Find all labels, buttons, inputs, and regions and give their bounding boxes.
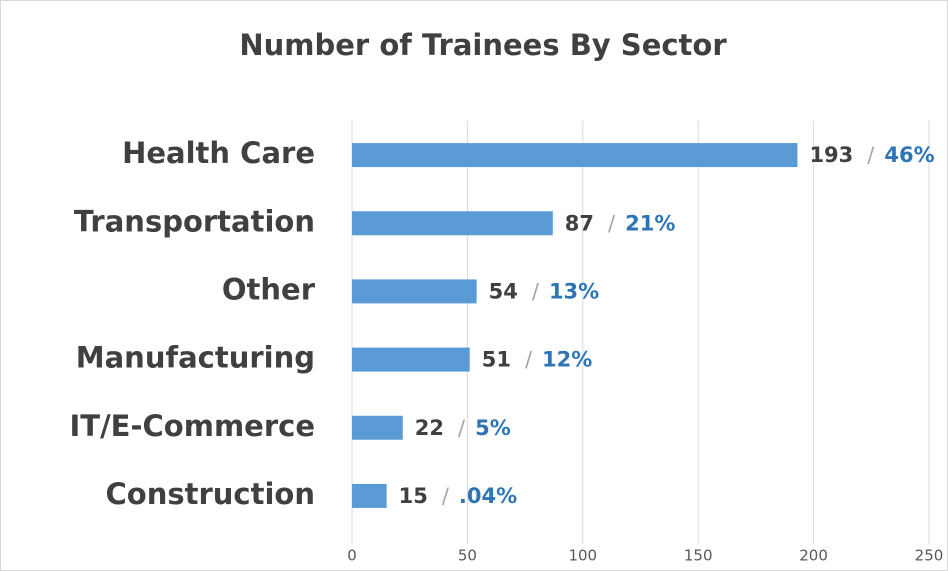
share-label: 5% — [475, 416, 511, 440]
share-label: 46% — [884, 143, 934, 167]
x-tick-label: 250 — [915, 547, 944, 565]
y-tick-label: IT/E-Commerce — [70, 409, 315, 443]
value-label: 51 — [482, 348, 511, 372]
x-tick-label: 100 — [568, 547, 597, 565]
separator: / — [525, 348, 533, 372]
data-label: 87 / 21% — [565, 211, 676, 235]
bar — [352, 483, 387, 508]
bar — [352, 279, 477, 304]
data-label: 22 / 5% — [415, 416, 511, 440]
y-tick-label: Health Care — [122, 136, 315, 170]
bar — [352, 143, 798, 168]
x-tick-label: 0 — [347, 547, 357, 565]
share-label: 13% — [549, 279, 599, 303]
chart-title: Number of Trainees By Sector — [239, 28, 727, 62]
data-label: 51 / 12% — [482, 348, 593, 372]
value-label: 193 — [809, 143, 853, 167]
y-tick-label: Other — [222, 272, 316, 306]
separator: / — [458, 416, 466, 440]
data-label: 15 / .04% — [399, 484, 518, 508]
value-label: 15 — [399, 484, 428, 508]
x-tick-label: 200 — [799, 547, 828, 565]
value-label: 87 — [565, 211, 594, 235]
y-tick-label: Manufacturing — [76, 341, 315, 375]
y-tick-label: Construction — [106, 477, 316, 511]
data-label: 54 / 13% — [489, 279, 600, 303]
share-label: .04% — [459, 484, 517, 508]
value-label: 54 — [489, 279, 518, 303]
y-tick-label: Transportation — [74, 204, 315, 238]
data-label: 193 / 46% — [809, 143, 934, 167]
value-label: 22 — [415, 416, 444, 440]
bar — [352, 347, 470, 372]
separator: / — [608, 211, 616, 235]
share-label: 12% — [542, 348, 592, 372]
bar — [352, 211, 553, 236]
x-tick-label: 50 — [458, 547, 477, 565]
separator: / — [867, 143, 875, 167]
share-label: 21% — [625, 211, 675, 235]
separator: / — [442, 484, 450, 508]
separator: / — [532, 279, 540, 303]
bar — [352, 415, 403, 440]
x-tick-label: 150 — [684, 547, 713, 565]
